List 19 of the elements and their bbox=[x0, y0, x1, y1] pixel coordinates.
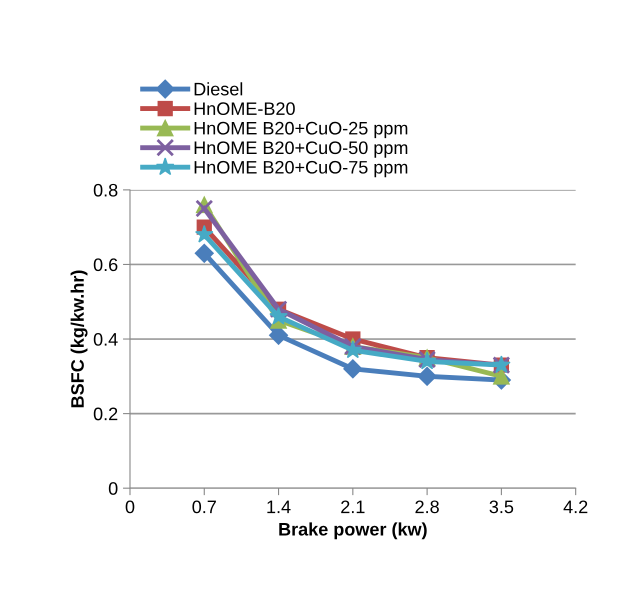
x-tick-label: 0 bbox=[126, 500, 134, 514]
y-tick-label: 0.4 bbox=[94, 332, 118, 346]
y-tick-label: 0.2 bbox=[94, 408, 118, 420]
legend-label: HnOME B20+CuO-75 ppm bbox=[194, 160, 408, 178]
x-tick-label: 4.2 bbox=[564, 500, 588, 514]
legend-label: HnOME B20+CuO-25 ppm bbox=[194, 122, 408, 138]
x-tick-label: 1.4 bbox=[267, 500, 291, 514]
legend-label: Diesel bbox=[194, 82, 242, 96]
y-tick-label: 0.8 bbox=[94, 184, 118, 197]
legend-label: HnOME-B20 bbox=[194, 102, 295, 116]
y-tick-label: 0 bbox=[108, 482, 118, 495]
x-tick-label: 3.5 bbox=[490, 500, 514, 514]
x-tick-label: 2.1 bbox=[341, 500, 364, 514]
x-axis-title: Brake power (kw) bbox=[279, 522, 427, 540]
x-tick-label: 0.7 bbox=[192, 500, 216, 514]
legend-label: HnOME B20+CuO-50 ppm bbox=[194, 141, 408, 158]
y-axis-title: BSFC (kg/kw.hr) bbox=[70, 270, 88, 408]
x-tick-label: 2.8 bbox=[415, 500, 439, 514]
y-tick-label: 0.6 bbox=[94, 258, 118, 272]
